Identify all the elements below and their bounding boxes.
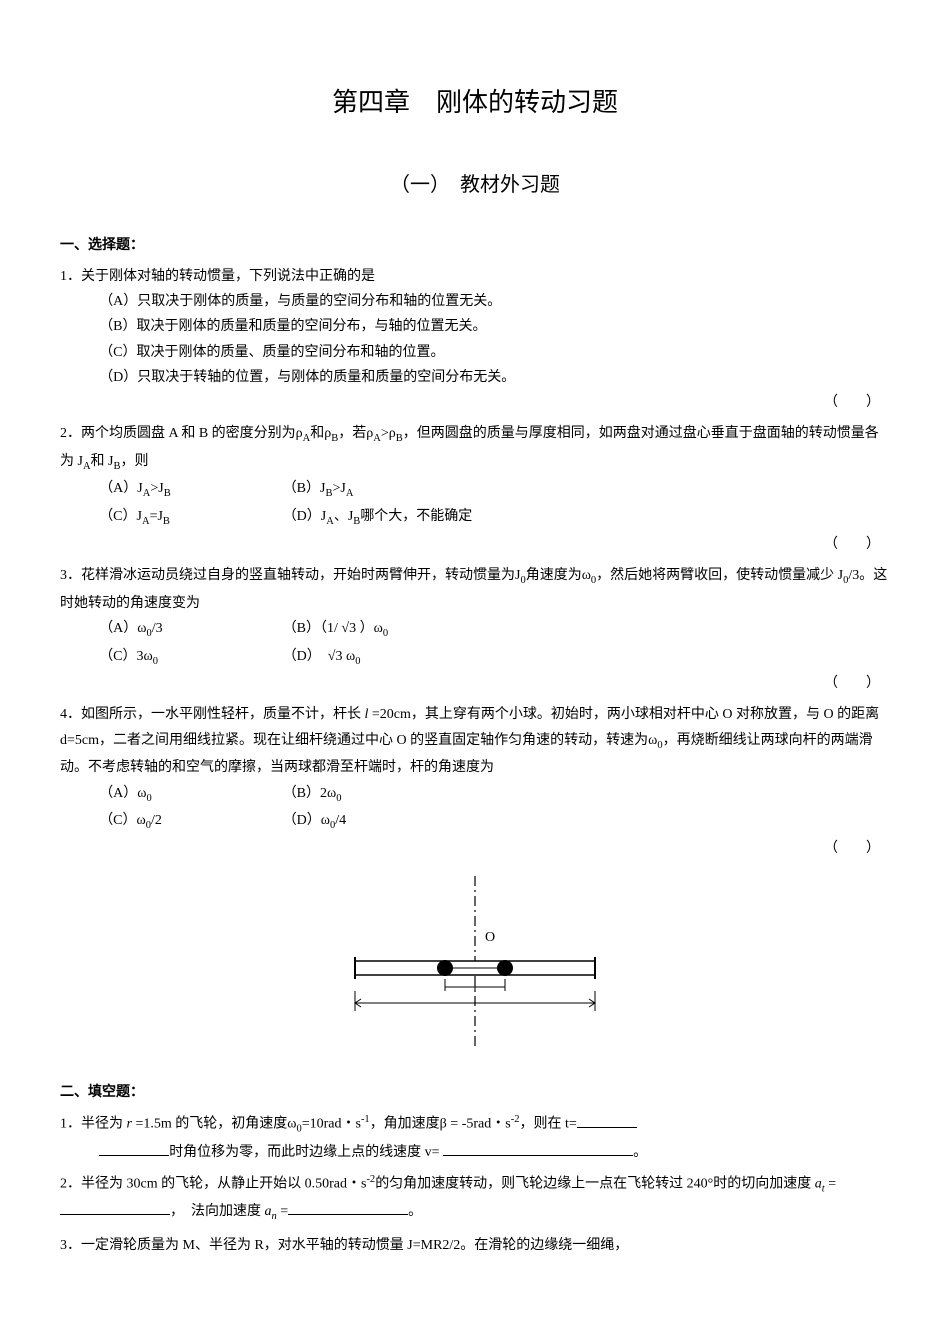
q1-optB: （B）取决于刚体的质量和质量的空间分布，与轴的位置无关。 [60, 314, 890, 339]
blank-input [99, 1155, 169, 1156]
fill-2: 2．半径为 30cm 的飞轮，从静止开始以 0.50rad・s-2的匀角加速度转… [60, 1171, 890, 1227]
mc-heading: 一、选择题： [60, 233, 890, 258]
answer-paren: （ ） [60, 671, 890, 696]
page-title: 第四章 刚体的转动习题 [60, 80, 890, 127]
q3-options-row1: （A）ω0/3 （B）（1/ √3 ）ω0 [60, 616, 890, 644]
q3-optB: （B）（1/ √3 ）ω0 [283, 616, 463, 644]
blank-input [577, 1127, 637, 1128]
q3-optD: （D） √3 ω0 [283, 644, 463, 672]
q2-optB: （B）JB>JA [283, 476, 463, 504]
blank-input [443, 1155, 633, 1156]
q2-optD: （D）JA、JB哪个大，不能确定 [283, 509, 473, 524]
q2-optC: （C）JA=JB [99, 504, 279, 532]
q4-figure: O [60, 871, 890, 1060]
question-1: 1．关于刚体对轴的转动惯量，下列说法中正确的是 （A）只取决于刚体的质量，与质量… [60, 264, 890, 415]
q2-optA: （A）JA>JB [99, 476, 279, 504]
question-3: 3．花样滑冰运动员绕过自身的竖直轴转动，开始时两臂伸开，转动惯量为J0角速度为ω… [60, 563, 890, 696]
q2-stem: 2．两个均质圆盘 A 和 B 的密度分别为ρA和ρB，若ρA>ρB，但两圆盘的质… [60, 421, 890, 476]
fill-3: 3．一定滑轮质量为 M、半径为 R，对水平轴的转动惯量 J=MR2/2。在滑轮的… [60, 1233, 890, 1258]
q1-stem: 1．关于刚体对轴的转动惯量，下列说法中正确的是 [60, 264, 890, 289]
q4-options-row1: （A）ω0 （B）2ω0 [60, 781, 890, 809]
q4-stem: 4．如图所示，一水平刚性轻杆，质量不计，杆长 l =20cm，其上穿有两个小球。… [60, 702, 890, 780]
q2-options-row1: （A）JA>JB （B）JB>JA [60, 476, 890, 504]
q3-optC: （C）3ω0 [99, 644, 279, 672]
q4-optD: （D）ω0/4 [283, 808, 463, 836]
q4-optB: （B）2ω0 [283, 781, 463, 809]
q1-optC: （C）取决于刚体的质量、质量的空间分布和轴的位置。 [60, 340, 890, 365]
answer-paren: （ ） [60, 836, 890, 861]
q1-optD: （D）只取决于转轴的位置，与刚体的质量和质量的空间分布无关。 [60, 365, 890, 390]
q4-options-row2: （C）ω0/2 （D）ω0/4 [60, 808, 890, 836]
fill-1: 1．半径为 r =1.5m 的飞轮，初角速度ω0=10rad・s-1，角加速度β… [60, 1111, 890, 1165]
q3-options-row2: （C）3ω0 （D） √3 ω0 [60, 644, 890, 672]
q4-optC: （C）ω0/2 [99, 808, 279, 836]
q2-options-row2: （C）JA=JB （D）JA、JB哪个大，不能确定 [60, 504, 890, 532]
question-2: 2．两个均质圆盘 A 和 B 的密度分别为ρA和ρB，若ρA>ρB，但两圆盘的质… [60, 421, 890, 557]
answer-paren: （ ） [60, 390, 890, 415]
q4-optA: （A）ω0 [99, 781, 279, 809]
blank-input [60, 1214, 170, 1215]
fill-heading: 二、填空题： [60, 1080, 890, 1105]
answer-paren: （ ） [60, 532, 890, 557]
q3-stem: 3．花样滑冰运动员绕过自身的竖直轴转动，开始时两臂伸开，转动惯量为J0角速度为ω… [60, 563, 890, 616]
q3-optA: （A）ω0/3 [99, 616, 279, 644]
question-4: 4．如图所示，一水平刚性轻杆，质量不计，杆长 l =20cm，其上穿有两个小球。… [60, 702, 890, 1060]
blank-input [288, 1214, 408, 1215]
rod-diagram: O [315, 871, 635, 1051]
q1-optA: （A）只取决于刚体的质量，与质量的空间分布和轴的位置无关。 [60, 289, 890, 314]
axis-label-O: O [485, 930, 495, 945]
section-title: （一） 教材外习题 [60, 167, 890, 203]
